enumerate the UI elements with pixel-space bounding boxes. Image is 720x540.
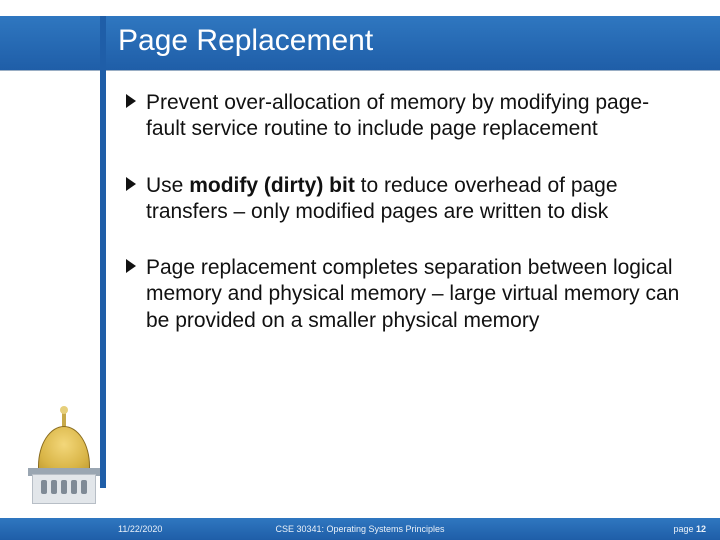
logo-window [51, 480, 57, 494]
bullet-marker-icon [126, 94, 136, 108]
slide-title: Page Replacement [118, 24, 373, 58]
bullet-text-before: Page replacement completes separation be… [146, 256, 679, 332]
logo-window [61, 480, 67, 494]
bullet-item: Page replacement completes separation be… [126, 255, 686, 334]
university-dome-icon [28, 408, 100, 518]
slide: Page Replacement Prevent over-allocation… [0, 0, 720, 540]
divider-line-bottom [0, 70, 720, 71]
content-area: Prevent over-allocation of memory by mod… [126, 90, 686, 364]
footer-page-label: page [673, 524, 696, 534]
footer-bar: 11/22/2020 CSE 30341: Operating Systems … [0, 518, 720, 540]
bullet-item: Prevent over-allocation of memory by mod… [126, 90, 686, 143]
logo-window [41, 480, 47, 494]
bullet-text-before: Use [146, 174, 189, 197]
logo-windows [40, 480, 88, 498]
left-accent-bar [100, 16, 106, 488]
logo-window [71, 480, 77, 494]
bullet-text-before: Prevent over-allocation of memory by mod… [146, 91, 649, 140]
logo-window [81, 480, 87, 494]
bullet-text-bold: modify (dirty) bit [189, 174, 355, 197]
footer-page: page 12 [673, 524, 706, 534]
bullet-text: Use modify (dirty) bit to reduce overhea… [146, 174, 618, 223]
bullet-marker-icon [126, 177, 136, 191]
bullet-text: Page replacement completes separation be… [146, 256, 679, 332]
bullet-text: Prevent over-allocation of memory by mod… [146, 91, 649, 140]
footer-date: 11/22/2020 [118, 524, 162, 534]
footer-course: CSE 30341: Operating Systems Principles [275, 524, 444, 534]
bullet-marker-icon [126, 259, 136, 273]
bullet-item: Use modify (dirty) bit to reduce overhea… [126, 173, 686, 226]
logo-statue [60, 406, 68, 414]
footer-page-number: 12 [696, 524, 706, 534]
